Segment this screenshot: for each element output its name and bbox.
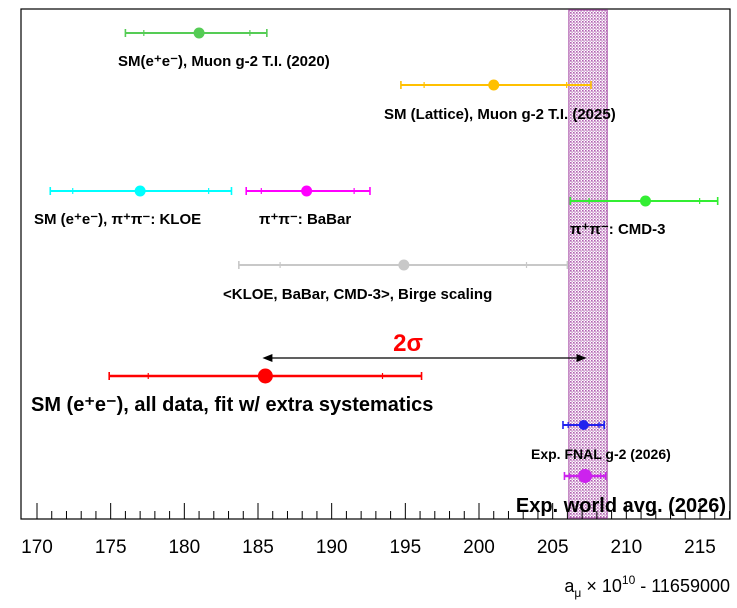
measurement-7: Exp. FNAL g-2 (2026) bbox=[531, 420, 671, 462]
x-tick-label: 205 bbox=[537, 537, 569, 558]
sigma-arrow-head-left bbox=[262, 354, 273, 362]
series-label: π⁺π⁻: BaBar bbox=[259, 211, 351, 228]
measurement-3: π⁺π⁻: BaBar bbox=[245, 185, 371, 228]
x-tick-label: 195 bbox=[389, 537, 421, 558]
x-tick-label: 170 bbox=[21, 537, 53, 558]
series-label: SM (Lattice), Muon g-2 T.I. (2025) bbox=[384, 106, 616, 123]
data-point bbox=[134, 185, 146, 197]
x-tick-label: 200 bbox=[463, 537, 495, 558]
x-tick-label: 175 bbox=[95, 537, 127, 558]
data-point bbox=[301, 185, 313, 197]
data-point bbox=[578, 420, 589, 430]
x-tick-label: 180 bbox=[168, 537, 200, 558]
series-label: <KLOE, BaBar, CMD-3>, Birge scaling bbox=[223, 286, 492, 303]
x-tick-label: 185 bbox=[242, 537, 274, 558]
series-label: Exp. FNAL g-2 (2026) bbox=[531, 446, 671, 462]
series-label: SM (e⁺e⁻), all data, fit w/ extra system… bbox=[31, 394, 433, 416]
sigma-arrow-head-right bbox=[576, 354, 587, 362]
experimental-band bbox=[568, 9, 608, 519]
measurement-4: π⁺π⁻: CMD-3 bbox=[569, 195, 719, 238]
measurement-5: <KLOE, BaBar, CMD-3>, Birge scaling bbox=[223, 259, 569, 303]
measurement-2: SM (e⁺e⁻), π⁺π⁻: KLOE bbox=[34, 185, 233, 228]
data-point bbox=[193, 27, 205, 39]
x-tick-label: 190 bbox=[316, 537, 348, 558]
x-tick-label: 210 bbox=[610, 537, 642, 558]
measurement-0: SM(e⁺e⁻), Muon g-2 T.I. (2020) bbox=[118, 27, 330, 70]
x-tick-label: 215 bbox=[684, 537, 716, 558]
series-label: SM(e⁺e⁻), Muon g-2 T.I. (2020) bbox=[118, 53, 330, 70]
measurement-1: SM (Lattice), Muon g-2 T.I. (2025) bbox=[384, 79, 616, 123]
data-point bbox=[257, 368, 273, 384]
series-label: SM (e⁺e⁻), π⁺π⁻: KLOE bbox=[34, 211, 201, 228]
data-point bbox=[488, 79, 500, 91]
measurement-8: Exp. world avg. (2026) bbox=[516, 469, 726, 517]
measurement-6: SM (e⁺e⁻), all data, fit w/ extra system… bbox=[31, 368, 433, 416]
series-label: Exp. world avg. (2026) bbox=[516, 495, 726, 517]
x-axis-title: aμ × 1010 - 11659000 bbox=[564, 573, 730, 600]
data-point bbox=[578, 469, 593, 483]
data-point bbox=[398, 259, 410, 271]
data-point bbox=[639, 195, 651, 207]
sigma-label: 2σ bbox=[393, 330, 423, 357]
series-label: π⁺π⁻: CMD-3 bbox=[570, 221, 665, 238]
